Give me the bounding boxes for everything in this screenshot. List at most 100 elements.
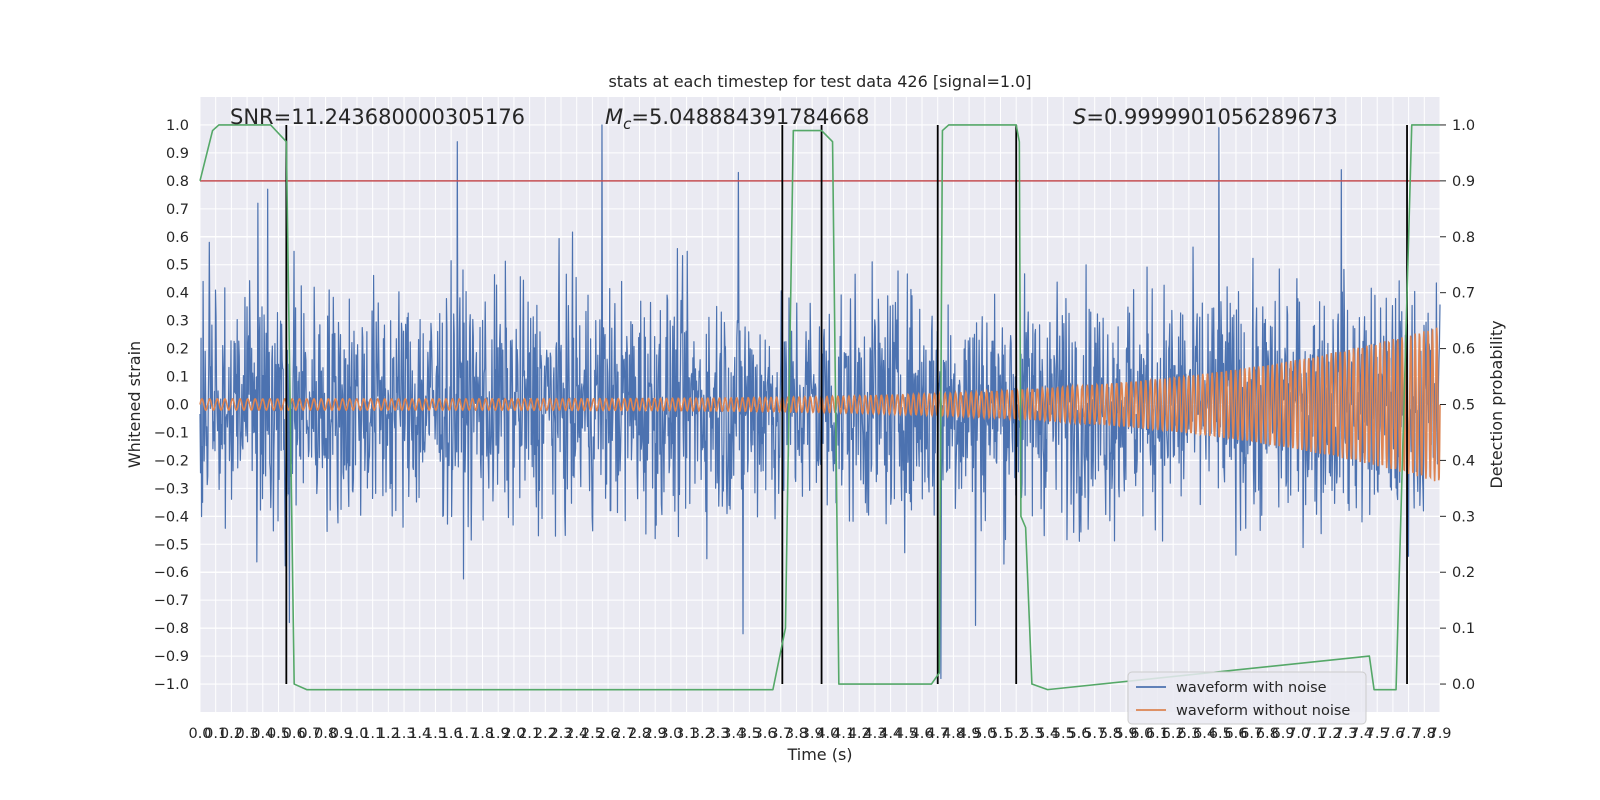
annotation-label: S xyxy=(1073,105,1086,129)
y-tick-label: 0.9 xyxy=(166,146,189,162)
x-tick-label: 1.0 xyxy=(345,726,368,742)
y2-axis-label: Detection probability xyxy=(1487,320,1506,488)
x-tick-label: 7.7 xyxy=(1397,726,1420,742)
y2-tick-label: 0.7 xyxy=(1452,286,1475,302)
x-tick-label: 3.1 xyxy=(675,726,698,742)
x-tick-label: 0.0 xyxy=(188,726,211,742)
x-tick-label: 5.4 xyxy=(1036,726,1059,742)
chirp-mass-annotation: Mc=5.048884391784668 xyxy=(605,105,869,133)
x-tick-label: 2.9 xyxy=(644,726,667,742)
y2-tick-label: 0.3 xyxy=(1452,509,1475,525)
x-tick-label: 5.9 xyxy=(1115,726,1138,742)
x-tick-label: 2.7 xyxy=(612,726,635,742)
x-tick-label: 0.8 xyxy=(314,726,337,742)
x-tick-label: 2.1 xyxy=(518,726,541,742)
x-tick-label: 2.4 xyxy=(565,726,588,742)
y-tick-label: −0.5 xyxy=(154,537,189,553)
series-layer xyxy=(199,124,1441,691)
x-tick-label: 5.0 xyxy=(973,726,996,742)
y-tick-label: −0.8 xyxy=(154,621,189,637)
x-tick-label: 6.7 xyxy=(1240,726,1263,742)
annotation-value: =5.048884391784668 xyxy=(631,105,869,129)
y-tick-label: 0.7 xyxy=(166,202,189,218)
y-tick-label: −0.9 xyxy=(154,649,189,665)
snr-annotation: SNR=11.243680000305176 xyxy=(230,105,525,129)
annotation-label: SNR xyxy=(230,105,274,129)
x-tick-label: 4.1 xyxy=(832,726,855,742)
x-tick-label: 4.4 xyxy=(879,726,902,742)
detection-probability-line xyxy=(199,124,1440,691)
legend-box xyxy=(1127,671,1367,725)
x-tick-label: 4.3 xyxy=(863,726,886,742)
x-tick-label: 4.5 xyxy=(895,726,918,742)
score-annotation: S=0.9999901056289673 xyxy=(1073,105,1338,129)
annotation-label: M xyxy=(605,105,623,129)
x-tick-label: 7.9 xyxy=(1428,726,1451,742)
x-tick-label: 0.9 xyxy=(330,726,353,742)
legend-label: waveform with noise xyxy=(1176,680,1327,696)
x-tick-label: 4.7 xyxy=(926,726,949,742)
y-tick-label: −0.2 xyxy=(154,453,189,469)
clean-waveform-line xyxy=(199,327,1441,482)
y2-tick-label: 0.0 xyxy=(1452,677,1475,693)
x-tick-label: 1.6 xyxy=(440,726,463,742)
y-tick-label: 0.0 xyxy=(166,398,189,414)
x-tick-label: 2.5 xyxy=(581,726,604,742)
x-tick-label: 6.9 xyxy=(1272,726,1295,742)
x-tick-label: 7.2 xyxy=(1319,726,1342,742)
y2-tick-label: 1.0 xyxy=(1452,118,1475,134)
y-tick-label: 0.3 xyxy=(166,314,189,330)
y-tick-label: −1.0 xyxy=(154,677,189,693)
x-tick-label: 4.6 xyxy=(910,726,933,742)
x-tick-label: 6.4 xyxy=(1193,726,1216,742)
x-tick-label: 1.1 xyxy=(361,726,384,742)
x-tick-label: 3.7 xyxy=(769,726,792,742)
x-axis-label: Time (s) xyxy=(786,745,852,764)
x-tick-label: 1.2 xyxy=(377,726,400,742)
y-tick-label: −0.6 xyxy=(154,565,189,581)
x-tick-label: 4.9 xyxy=(958,726,981,742)
annotation-subscript: c xyxy=(623,115,632,133)
x-tick-label: 3.4 xyxy=(722,726,745,742)
x-tick-label: 0.5 xyxy=(267,726,290,742)
x-tick-label: 7.4 xyxy=(1350,726,1373,742)
x-tick-label: 5.7 xyxy=(1083,726,1106,742)
y2-tick-label: 0.6 xyxy=(1452,342,1475,358)
x-tick-label: 1.3 xyxy=(393,726,416,742)
x-tick-label: 5.3 xyxy=(1020,726,1043,742)
x-tick-label: 5.8 xyxy=(1099,726,1122,742)
x-tick-label: 0.3 xyxy=(236,726,259,742)
x-tick-label: 6.2 xyxy=(1162,726,1185,742)
x-tick-label: 5.5 xyxy=(1052,726,1075,742)
x-tick-label: 7.0 xyxy=(1287,726,1310,742)
y-tick-label: 0.6 xyxy=(166,230,189,246)
x-tick-label: 0.1 xyxy=(204,726,227,742)
x-tick-label: 7.1 xyxy=(1303,726,1326,742)
x-tick-label: 2.2 xyxy=(534,726,557,742)
x-tick-label: 5.6 xyxy=(1067,726,1090,742)
x-tick-label: 3.5 xyxy=(738,726,761,742)
y-tick-label: −0.1 xyxy=(154,425,189,441)
x-tick-label: 6.8 xyxy=(1256,726,1279,742)
y-tick-label: 0.8 xyxy=(166,174,189,190)
y-tick-label: −0.3 xyxy=(154,481,189,497)
x-tick-label: 7.5 xyxy=(1366,726,1389,742)
annotation-value: =11.243680000305176 xyxy=(274,105,525,129)
x-tick-label: 1.7 xyxy=(455,726,478,742)
x-tick-label: 0.7 xyxy=(298,726,321,742)
y2-tick-label: 0.8 xyxy=(1452,230,1475,246)
y2-tick-label: 0.9 xyxy=(1452,174,1475,190)
x-tick-label: 0.2 xyxy=(220,726,243,742)
x-tick-label: 3.6 xyxy=(754,726,777,742)
x-tick-label: 6.1 xyxy=(1146,726,1169,742)
x-tick-label: 1.8 xyxy=(471,726,494,742)
y-axis-label: Whitened strain xyxy=(125,341,144,468)
x-tick-label: 0.6 xyxy=(283,726,306,742)
x-tick-label: 5.1 xyxy=(989,726,1012,742)
y-tick-label: 1.0 xyxy=(166,118,189,134)
x-tick-label: 6.3 xyxy=(1177,726,1200,742)
x-tick-label: 2.8 xyxy=(628,726,651,742)
annotation-value: =0.9999901056289673 xyxy=(1086,105,1337,129)
y2-tick-label: 0.2 xyxy=(1452,565,1475,581)
x-tick-label: 6.0 xyxy=(1130,726,1153,742)
